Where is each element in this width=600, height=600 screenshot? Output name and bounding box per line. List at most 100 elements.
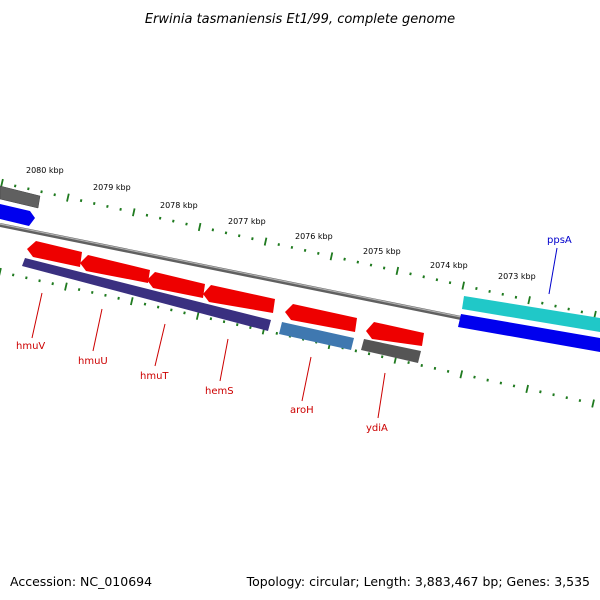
outer-scale-tick [527,296,531,305]
hmuV-leader [31,292,43,339]
inner-scale-tick [236,323,239,327]
inner-scale-tick [565,396,568,400]
outer-scale-tick [158,216,162,220]
outer-scale-tick [13,184,17,188]
inner-scale-tick [473,375,476,379]
inner-scale-tick [0,267,2,277]
inner-scale-tick [354,349,358,353]
inner-scale-tick [222,320,226,324]
outer-scale-tick [106,204,109,208]
hmuU-gene[interactable] [80,255,150,283]
upper-left-blue-gene[interactable] [0,204,35,226]
outer-scale-tick [554,304,557,308]
scale-label-2076: 2076 kbp [295,232,333,241]
ydiA-leader [377,372,386,419]
outer-scale-tick [185,222,188,226]
scale-label-2078: 2078 kbp [160,201,198,210]
inner-scale-tick [512,384,516,388]
outer-scale-tick [251,237,254,241]
hemS-label[interactable]: hemS [205,386,234,397]
genome-summary-text: Topology: circular; Length: 3,883,467 bp… [246,574,590,589]
inner-scale-tick [552,393,555,397]
hmuU-label[interactable]: hmuU [78,356,108,367]
inner-scale-tick [275,331,279,335]
outer-scale-tick [395,266,400,275]
hmuT-gene[interactable] [147,272,205,298]
scale-label-2079: 2079 kbp [93,183,131,192]
inner-scale-tick [433,366,437,370]
upper-left-gray-gene[interactable] [0,185,41,209]
outer-scale-tick [488,289,491,293]
ydiA-gene[interactable] [366,322,424,346]
outer-scale-tick [197,222,202,232]
outer-scale-tick [435,278,439,282]
outer-scale-tick [541,301,544,305]
aroH-gene[interactable] [285,304,357,332]
outer-scale-tick [514,295,518,299]
outer-scale-tick [277,243,280,246]
outer-scale-tick [119,207,122,211]
outer-scale-tick [224,231,228,235]
outer-scale-tick [343,257,346,261]
ydiA-label[interactable]: ydiA [366,423,388,434]
inner-scale-tick [486,378,489,382]
inner-scale-tick [591,399,595,408]
scale-label-2080: 2080 kbp [26,166,64,175]
outer-scale-tick [461,281,465,290]
outer-scale-tick [145,213,149,217]
outer-scale-tick [53,193,56,197]
inner-scale-tick [170,308,173,312]
outer-scale-tick [501,292,504,296]
inner-scale-tick [143,302,147,306]
outer-scale-tick [66,193,70,202]
outer-scale-tick [303,248,307,252]
outer-scale-tick [40,190,43,194]
inner-scale-tick [525,384,529,394]
hemS-gene[interactable] [203,285,275,313]
aroH-cds[interactable] [279,322,354,350]
outer-scale-tick [422,275,425,279]
outer-scale-tick [79,199,83,203]
inner-scale-tick [104,293,107,297]
inner-scale-tick [130,297,134,306]
hmuV-gene[interactable] [27,241,82,267]
hmuT-label[interactable]: hmuT [140,371,169,382]
inner-scale-tick [367,352,371,356]
outer-scale-tick [263,237,268,246]
inner-scale-tick [380,355,384,359]
inner-scale-tick [51,282,54,286]
outer-scale-tick [580,310,584,314]
ppsA-gene[interactable] [462,296,600,332]
ydiA-cds[interactable] [361,339,421,363]
ppsA-leader [548,247,558,295]
inner-scale-tick [209,317,213,321]
outer-scale-tick [567,307,570,311]
ppsA-label[interactable]: ppsA [547,235,572,246]
inner-scale-tick [77,288,81,292]
hmuU-leader [92,308,103,352]
scale-labels: 2080 kbp 2079 kbp 2078 kbp 2077 kbp 2076… [26,166,536,281]
outer-scale-tick [382,266,386,270]
outer-scale-tick [237,234,241,238]
outer-scale-tick [409,272,412,276]
hmuV-label[interactable]: hmuV [16,341,45,352]
inner-scale-tick [91,291,94,294]
inner-scale-tick [539,390,542,394]
scale-label-2077: 2077 kbp [228,217,266,226]
aroH-label[interactable]: aroH [290,405,314,416]
outer-scale-tick [448,281,452,285]
inner-scale-tick [195,311,200,320]
outer-scale-tick [369,263,373,267]
inner-scale-tick [38,279,41,283]
hmuT-leader [154,323,166,367]
outer-scale-tick [356,260,360,264]
hemS-leader [219,338,229,382]
outer-scale-tick [0,178,4,188]
outer-scale-tick [172,219,175,223]
hmu-operon-cds[interactable] [22,258,271,331]
inner-scale-tick [117,296,120,300]
outer-scale-tick [132,208,136,217]
ppsA-cds[interactable] [458,314,600,352]
inner-scale-tick [407,361,410,365]
